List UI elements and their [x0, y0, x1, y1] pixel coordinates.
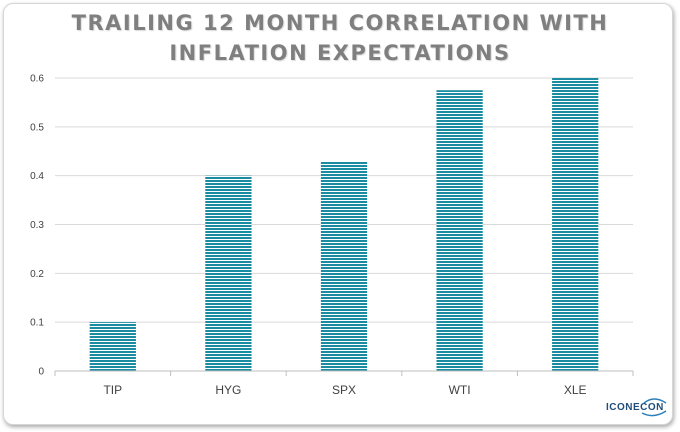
iconecon-logo: ICONECON — [606, 398, 667, 417]
y-tick-label: 0 — [38, 367, 44, 378]
y-tick-labels: 0 0.1 0.2 0.3 0.4 0.5 0.6 — [30, 74, 44, 378]
y-tick-label: 0.1 — [30, 318, 44, 329]
logo-text: ICONECON — [606, 402, 664, 413]
bar-wti — [436, 90, 483, 371]
chart-title-line-1: TRAILING 12 MONTH CORRELATION WITH — [71, 11, 609, 35]
bar-tip — [89, 322, 136, 371]
logo-wave-icon — [641, 410, 667, 417]
x-tick-labels: TIP HYG SPX WTI XLE — [103, 383, 586, 397]
x-axis — [54, 370, 634, 376]
chart-title: TRAILING 12 MONTH CORRELATION WITH INFLA… — [0, 8, 680, 68]
x-tick-label-wti: WTI — [449, 383, 471, 397]
y-tick-label: 0.5 — [30, 122, 44, 133]
x-tick-label-xle: XLE — [564, 383, 587, 397]
bars — [89, 78, 599, 371]
y-tick-label: 0.3 — [30, 220, 44, 231]
chart-title-line-2: INFLATION EXPECTATIONS — [169, 41, 511, 65]
bar-xle — [552, 78, 599, 371]
x-tick-label-spx: SPX — [332, 383, 356, 397]
logo-arc-icon — [643, 398, 667, 404]
x-tick-label-tip: TIP — [103, 383, 122, 397]
x-tick-label-hyg: HYG — [215, 383, 241, 397]
y-tick-label: 0.2 — [30, 269, 44, 280]
bar-spx — [320, 161, 368, 371]
bar-hyg — [205, 175, 252, 371]
y-tick-label: 0.6 — [30, 74, 44, 85]
y-tick-label: 0.4 — [30, 171, 44, 182]
